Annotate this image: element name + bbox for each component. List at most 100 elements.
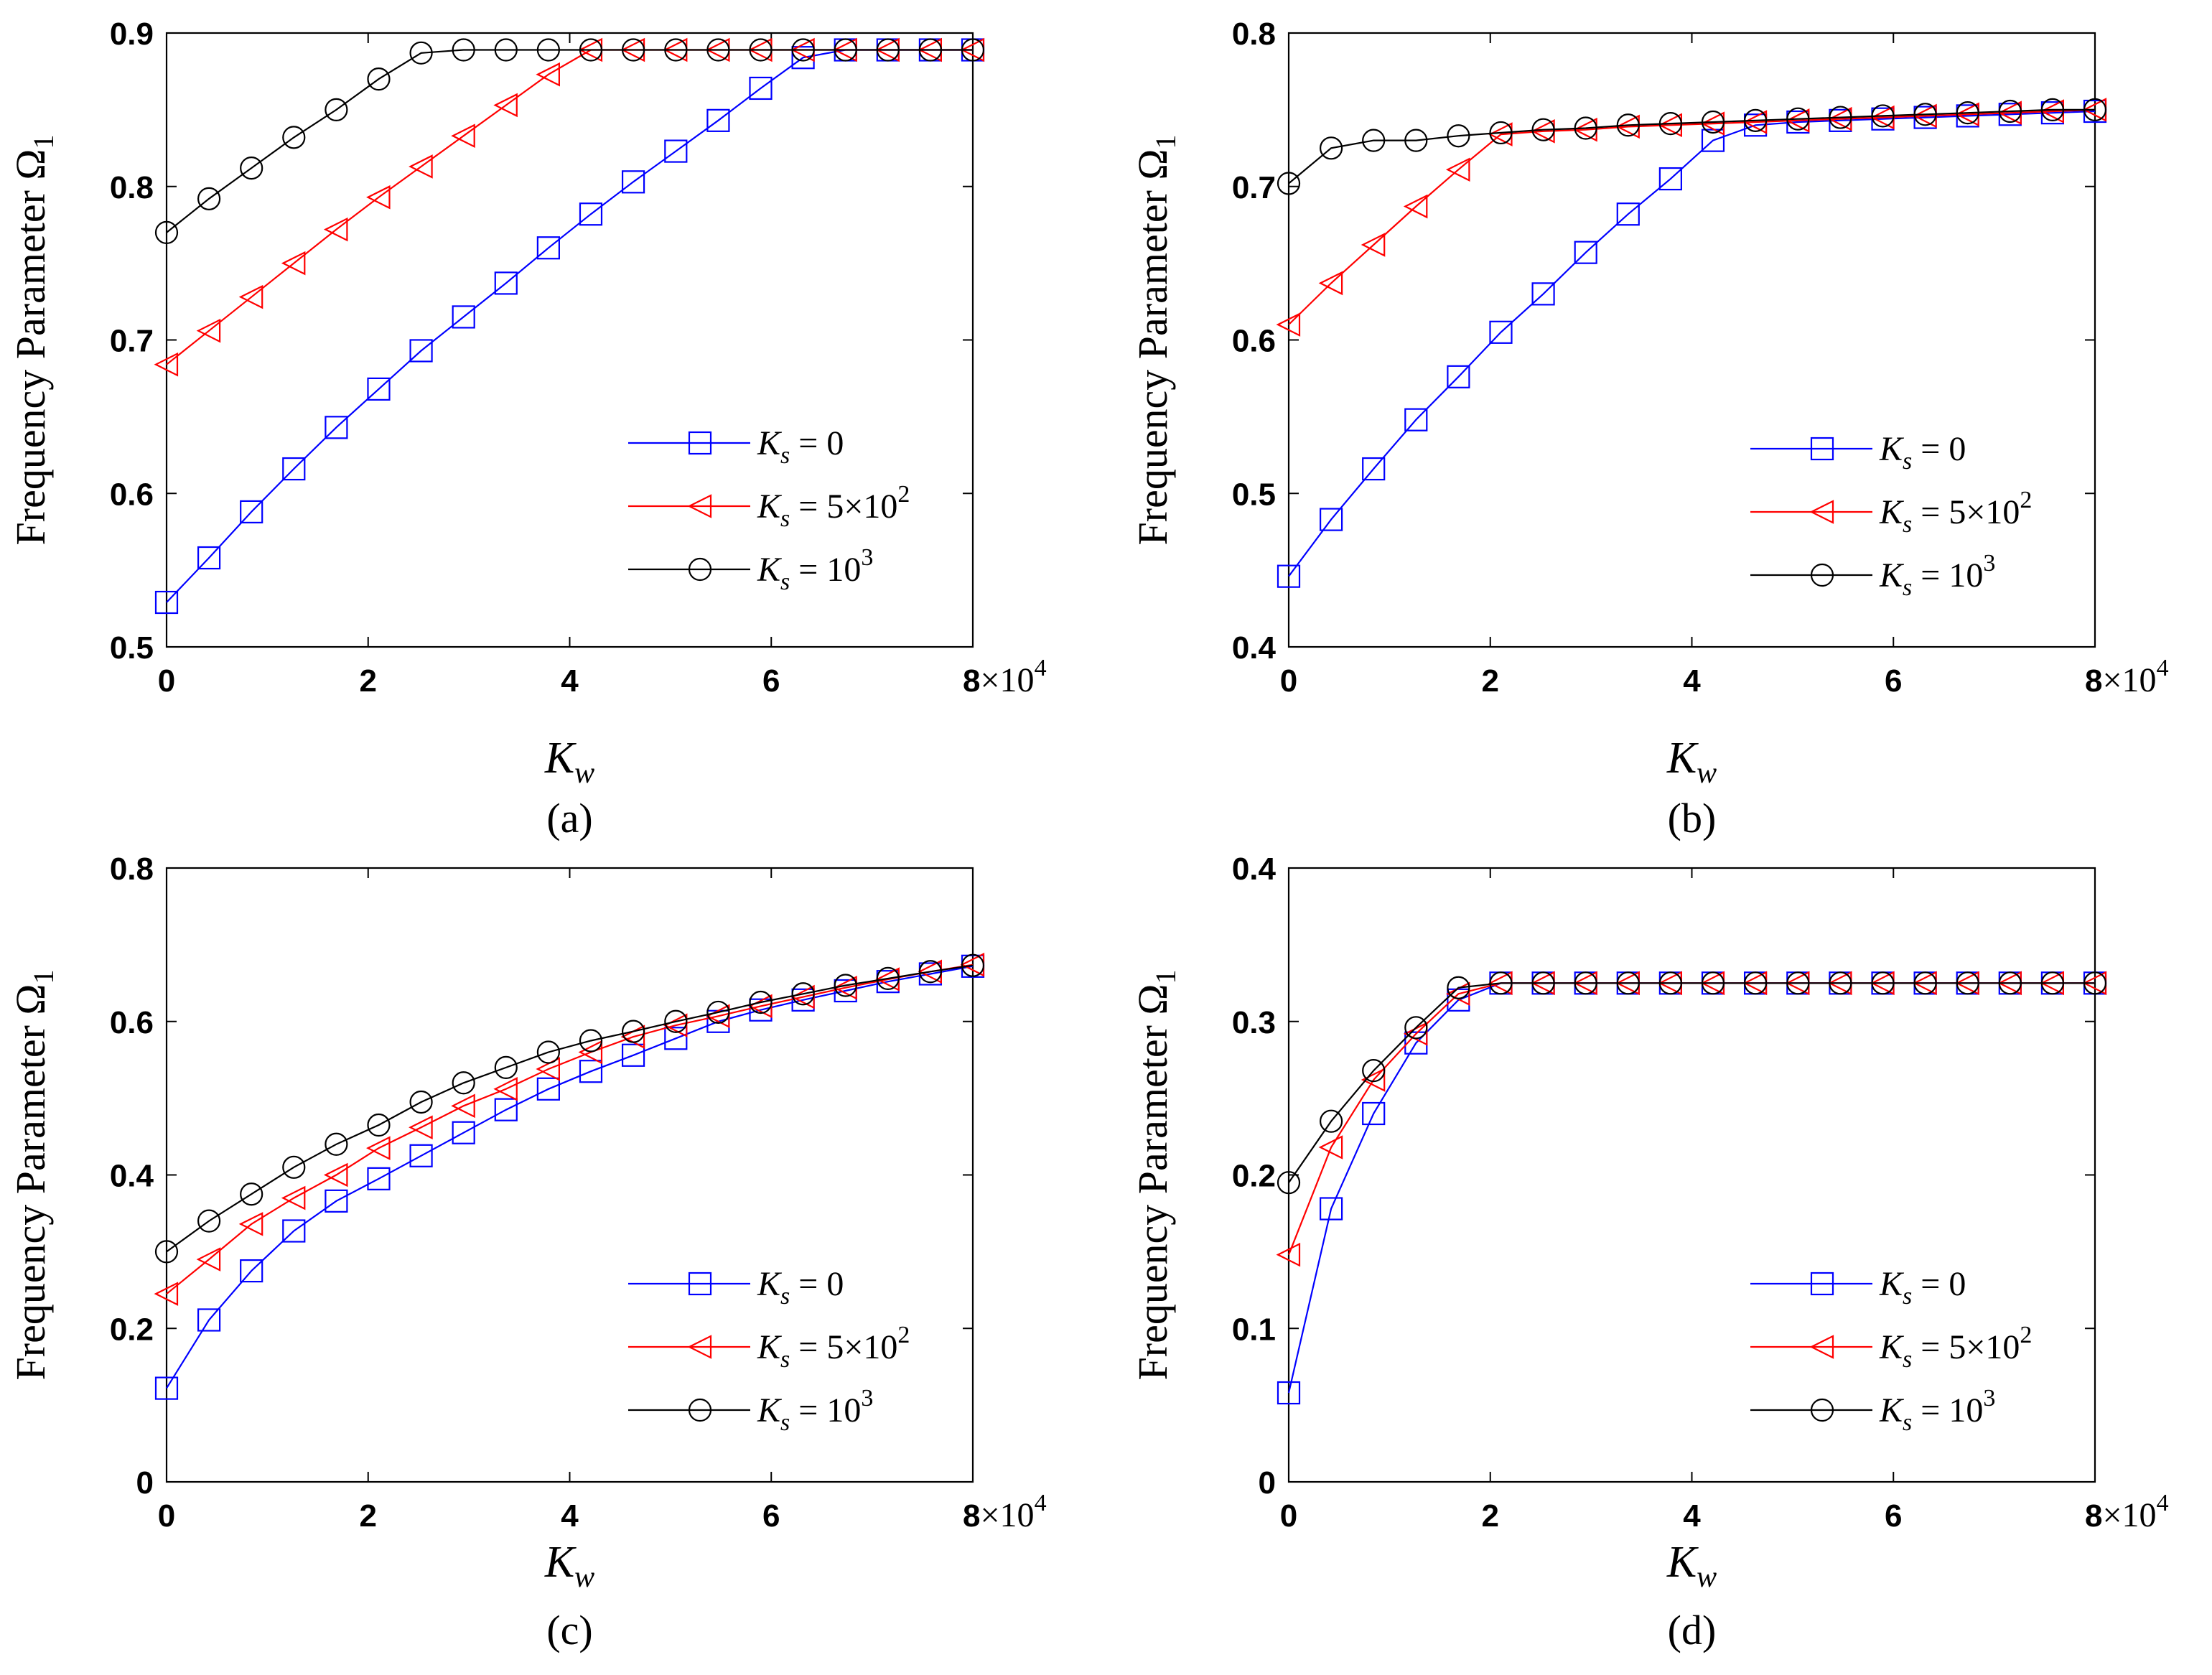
data-point-triangle <box>1403 194 1428 219</box>
y-axis-label: Frequency Parameter Ω1 <box>1129 970 1182 1381</box>
data-point-triangle <box>1276 1242 1301 1267</box>
series-3 <box>1277 971 2107 1195</box>
data-point-square <box>494 271 518 295</box>
legend-entry: Ks = 0 <box>628 424 844 469</box>
data-point-square <box>1574 241 1597 264</box>
legend-marker-square <box>688 1272 712 1296</box>
x-tick-label: 2 <box>360 663 377 699</box>
data-point-square <box>749 76 773 101</box>
y-tick-label: 0.1 <box>1232 1312 1276 1347</box>
series-3 <box>154 38 985 244</box>
legend-label-sub: s <box>1903 448 1912 475</box>
data-point-circle <box>197 1209 221 1233</box>
data-point-circle <box>1319 136 1343 160</box>
y-tick-label: 0.7 <box>110 324 154 359</box>
legend-label-main: K <box>1879 556 1905 594</box>
legend-entry: Ks = 103 <box>1750 1385 1995 1436</box>
data-point-circle <box>1998 99 2022 123</box>
panel-label: (d) <box>1668 1607 1717 1653</box>
legend-label-sub: s <box>780 1346 790 1373</box>
data-point-circle <box>621 38 645 62</box>
legend-entry: Ks = 5×102 <box>628 481 910 532</box>
data-point-circle <box>1956 101 1979 125</box>
data-point-circle <box>2040 971 2065 995</box>
y-tick-label: 0.7 <box>1232 170 1276 205</box>
legend-label-value: = 10 <box>1912 556 1983 594</box>
legend-label-value: = 0 <box>1912 430 1966 468</box>
legend-label-main: K <box>1879 430 1905 468</box>
data-point-circle <box>494 1055 518 1079</box>
x-axis-label-main: K <box>544 1538 577 1587</box>
data-point-circle <box>834 974 857 997</box>
x-tick-label: 2 <box>1482 663 1499 699</box>
y-tick-label: 0.5 <box>1232 477 1276 512</box>
legend-label: Ks = 0 <box>1879 1265 1966 1310</box>
panel-label: (c) <box>546 1607 592 1653</box>
y-axis-label: Frequency Parameter Ω1 <box>7 970 60 1381</box>
x-tick-last: 8 <box>963 1498 980 1534</box>
data-point-square <box>494 1098 518 1121</box>
legend-label-exp: 3 <box>1983 1385 1995 1412</box>
legend-entry: Ks = 103 <box>628 544 873 595</box>
data-point-circle <box>1277 172 1301 195</box>
data-point-square <box>579 1060 603 1083</box>
panel-label: (b) <box>1668 795 1717 841</box>
y-tick-label: 0.9 <box>110 17 154 52</box>
x-tick-label: 0 <box>1280 663 1297 699</box>
legend-label-sub: s <box>1903 511 1912 538</box>
data-point-circle <box>452 1071 475 1095</box>
legend-marker-circle <box>1810 563 1834 587</box>
data-point-square <box>1277 1381 1301 1405</box>
data-point-square <box>367 377 391 401</box>
y-tick-label: 0.4 <box>1232 852 1277 887</box>
data-point-circle <box>240 1182 263 1206</box>
x-axis-label-sub: w <box>574 757 594 790</box>
data-point-circle <box>791 38 815 62</box>
data-point-square <box>579 202 603 226</box>
x-axis-label-main: K <box>544 734 577 783</box>
legend-label-main: K <box>1879 1328 1905 1366</box>
x-tick-label: 4 <box>1683 1498 1701 1534</box>
y-axis-label-symbol: Ω <box>7 984 54 1015</box>
y-axis-label-text: Frequency Parameter <box>1129 1015 1176 1381</box>
y-tick-label: 0.8 <box>1232 17 1276 52</box>
series-line <box>166 49 973 365</box>
x-multiplier-exp: 4 <box>2157 1490 2169 1516</box>
x-tick-label: 6 <box>762 1498 780 1534</box>
data-point-circle <box>1998 971 2022 995</box>
legend-marker-square <box>688 431 712 455</box>
data-point-circle <box>1956 971 1979 995</box>
data-point-square <box>282 1219 306 1243</box>
legend-label-sub: s <box>780 505 790 532</box>
data-point-circle <box>1574 116 1597 140</box>
data-point-square <box>367 1167 391 1190</box>
legend-label-main: K <box>1879 1391 1905 1429</box>
series-line <box>1288 108 2095 185</box>
data-point-circle <box>876 38 900 62</box>
legend-label-value: = 10 <box>1912 1391 1983 1429</box>
series-line <box>1287 982 2095 1256</box>
legend-label-sub: s <box>780 442 790 469</box>
series-2 <box>1276 98 2107 337</box>
data-point-triangle <box>154 1282 179 1306</box>
y-axis-label-text: Frequency Parameter <box>1129 180 1176 546</box>
x-axis-label-sub: w <box>1697 1561 1717 1594</box>
data-point-circle <box>409 41 433 65</box>
data-point-circle <box>367 1113 391 1137</box>
data-point-triangle <box>578 1040 603 1065</box>
data-point-circle <box>876 966 900 991</box>
data-point-circle <box>282 1155 306 1179</box>
data-point-triangle <box>1276 312 1301 337</box>
data-point-triangle <box>238 1212 263 1236</box>
data-point-circle <box>325 98 348 121</box>
data-point-circle <box>325 1132 348 1156</box>
legend-label-sub: s <box>780 1283 790 1310</box>
x-axis-label: Kw <box>544 734 594 790</box>
data-point-circle <box>367 67 391 91</box>
x-tick-label: 0 <box>158 1498 175 1534</box>
legend-label-exp: 2 <box>897 481 910 508</box>
x-axis-label-main: K <box>1666 734 1699 783</box>
legend-label: Ks = 103 <box>757 544 873 595</box>
